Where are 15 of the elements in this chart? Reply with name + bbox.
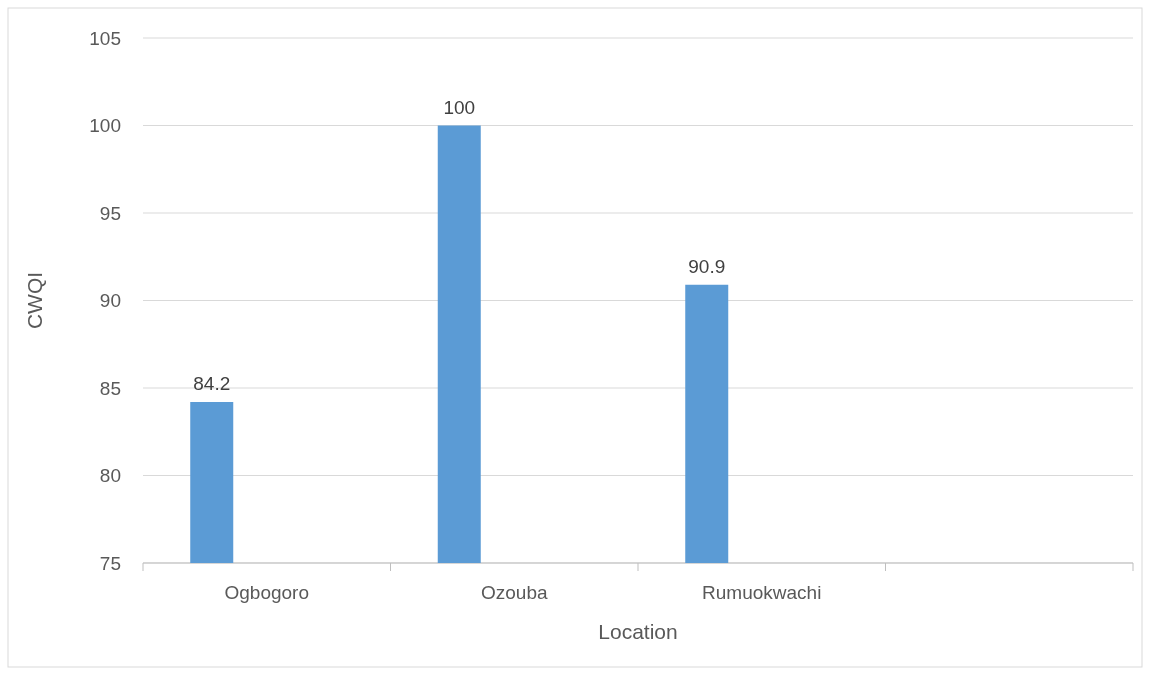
y-axis-title: CWQI xyxy=(23,271,46,330)
y-tick-label: 80 xyxy=(99,465,121,487)
x-axis-title: Location xyxy=(598,620,678,643)
y-tick-label: 85 xyxy=(99,377,121,399)
y-tick-label: 75 xyxy=(99,552,121,574)
data-label: 90.9 xyxy=(688,255,726,277)
y-tick-label: 95 xyxy=(99,202,121,224)
x-tick-label: Ozouba xyxy=(480,582,548,603)
y-tick-label: 100 xyxy=(89,115,121,137)
y-tick-label: 105 xyxy=(89,27,121,49)
data-label: 100 xyxy=(443,96,476,118)
data-label: 84.2 xyxy=(193,373,231,394)
y-tick-label: 90 xyxy=(99,290,121,312)
x-tick-label: Ogbogoro xyxy=(224,582,310,603)
x-tick-label: Rumuokwachi xyxy=(702,582,822,603)
